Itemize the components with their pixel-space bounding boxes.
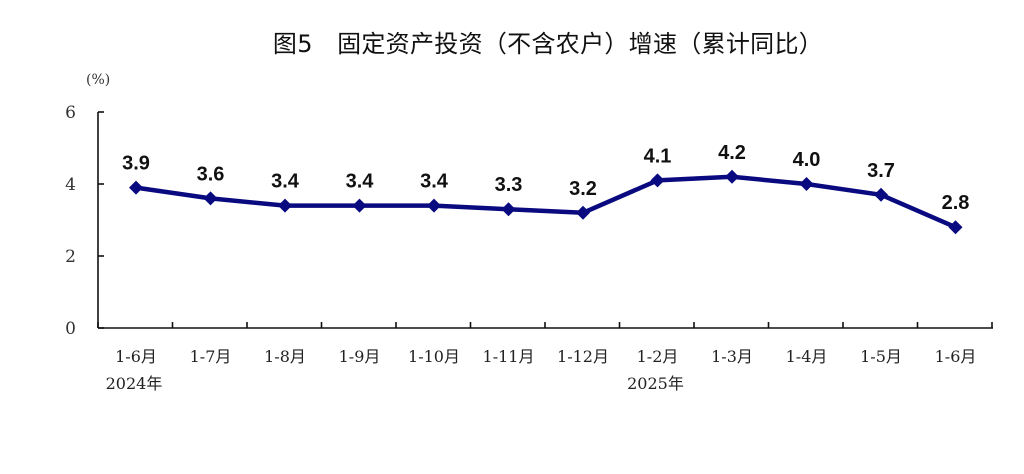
data-label: 3.7 bbox=[867, 160, 895, 182]
data-label: 4.0 bbox=[793, 149, 821, 171]
data-point-marker bbox=[725, 169, 739, 184]
y-tick-label: 0 bbox=[65, 319, 76, 339]
x-tick-label: 1-12月 bbox=[557, 347, 609, 366]
x-tick-label: 1-2月 bbox=[637, 347, 679, 366]
x-tick-label: 1-7月 bbox=[190, 347, 232, 366]
data-point-marker bbox=[129, 180, 143, 195]
y-tick-label: 2 bbox=[65, 247, 76, 267]
x-tick-label: 1-4月 bbox=[786, 347, 828, 366]
data-label: 3.9 bbox=[122, 153, 150, 175]
x-tick-label: 1-5月 bbox=[860, 347, 902, 366]
x-tick-label: 1-6月 bbox=[935, 347, 977, 366]
y-tick-label: 6 bbox=[65, 103, 76, 123]
data-point-marker bbox=[948, 220, 963, 235]
y-tick-label: 4 bbox=[65, 175, 76, 195]
data-label: 4.1 bbox=[644, 145, 672, 167]
data-label: 3.3 bbox=[495, 174, 523, 196]
data-label: 3.2 bbox=[569, 178, 597, 200]
data-point-marker bbox=[576, 205, 590, 220]
x-tick-label: 1-6月 bbox=[115, 347, 157, 366]
x-group-label: 2025年 bbox=[627, 374, 684, 393]
series-line bbox=[133, 174, 958, 230]
data-point-marker bbox=[203, 191, 218, 206]
x-group-label: 2024年 bbox=[106, 374, 163, 393]
data-point-marker bbox=[427, 198, 441, 213]
data-point-marker bbox=[874, 187, 888, 202]
data-label: 3.4 bbox=[420, 171, 449, 193]
data-point-marker bbox=[352, 198, 367, 213]
data-point-marker bbox=[278, 198, 292, 213]
data-label: 3.4 bbox=[346, 171, 375, 193]
x-tick-label: 1-10月 bbox=[408, 347, 460, 366]
data-point-marker bbox=[650, 173, 665, 188]
data-label: 3.4 bbox=[271, 171, 300, 193]
x-tick-label: 1-8月 bbox=[264, 347, 306, 366]
x-tick-label: 1-3月 bbox=[711, 347, 753, 366]
data-point-marker bbox=[799, 177, 814, 191]
y-axis-unit-label: (%) bbox=[86, 72, 110, 88]
x-tick-label: 1-9月 bbox=[339, 347, 381, 366]
x-tick-label: 1-11月 bbox=[483, 347, 535, 366]
data-label: 3.6 bbox=[197, 163, 225, 185]
data-label: 4.2 bbox=[718, 142, 746, 164]
data-label: 2.8 bbox=[942, 192, 970, 214]
chart-title: 图5 固定资产投资（不含农户）增速（累计同比） bbox=[272, 30, 824, 58]
data-point-marker bbox=[501, 202, 516, 217]
